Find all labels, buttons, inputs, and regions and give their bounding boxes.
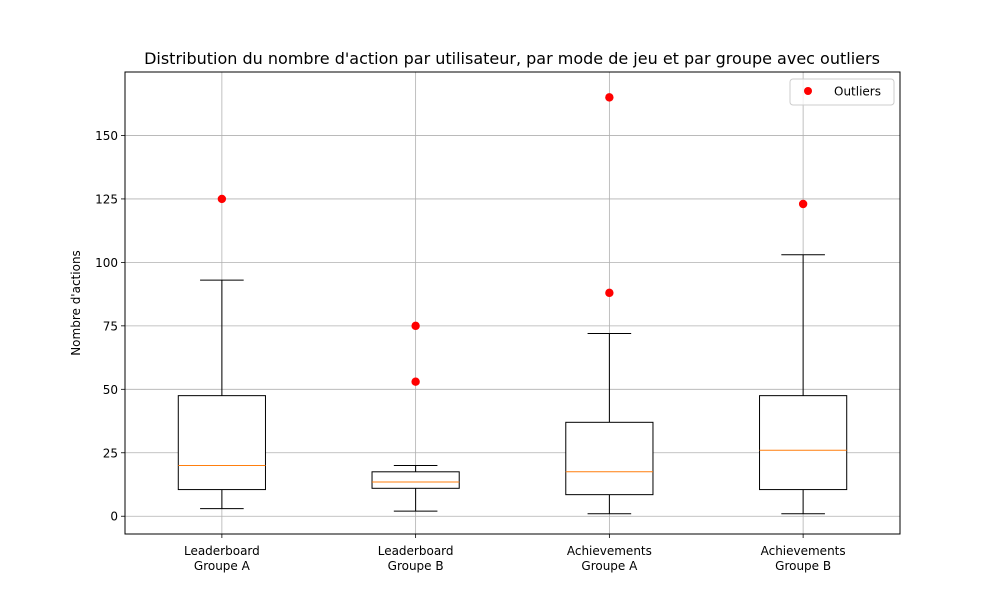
box-plots — [177, 93, 848, 515]
outlier-point — [411, 377, 420, 386]
box-group — [177, 194, 266, 510]
x-tick-label-line: Leaderboard — [378, 544, 454, 558]
x-tick-label: Leaderboard Groupe B — [378, 544, 454, 573]
x-tick-label-line: Groupe B — [775, 559, 831, 573]
x-tick-label-line: Achievements — [567, 544, 652, 558]
y-tick-label: 100 — [95, 256, 118, 270]
legend-outlier-marker — [804, 87, 812, 95]
plot-frame — [124, 71, 901, 535]
legend-box — [789, 78, 895, 106]
iqr-box — [759, 395, 848, 491]
y-tick-label: 150 — [95, 129, 118, 143]
y-axis-label: Nombre d'actions — [69, 250, 83, 356]
y-tick-label: 50 — [103, 383, 118, 397]
legend: Outliers — [789, 78, 895, 106]
outlier-point — [605, 288, 614, 298]
x-tick-label: Leaderboard Groupe A — [184, 544, 260, 573]
outlier-point — [217, 194, 227, 204]
iqr-box — [371, 471, 460, 489]
outlier-point — [798, 199, 808, 209]
x-tick-label-line: Leaderboard — [184, 544, 260, 558]
outlier-point — [411, 321, 420, 331]
y-tick-label: 25 — [103, 446, 118, 460]
legend-label-outliers: Outliers — [834, 85, 881, 99]
iqr-box — [177, 395, 266, 491]
x-tick-label-line: Groupe A — [581, 559, 638, 573]
chart-title: Distribution du nombre d'action par util… — [144, 49, 880, 68]
y-tick-label: 75 — [103, 319, 118, 333]
y-tick-label: 0 — [110, 510, 118, 524]
box-group — [371, 321, 460, 512]
x-tick-label: Achievements Groupe B — [761, 544, 846, 573]
x-tick-label-line: Achievements — [761, 544, 846, 558]
box-group — [565, 93, 654, 515]
x-tick-label-line: Groupe B — [388, 559, 444, 573]
box-group — [759, 199, 848, 515]
iqr-box — [565, 421, 654, 496]
x-tick-label-line: Groupe A — [194, 559, 251, 573]
x-tick-label: Achievements Groupe A — [567, 544, 652, 573]
outlier-point — [605, 93, 614, 102]
y-tick-label: 125 — [95, 192, 118, 206]
